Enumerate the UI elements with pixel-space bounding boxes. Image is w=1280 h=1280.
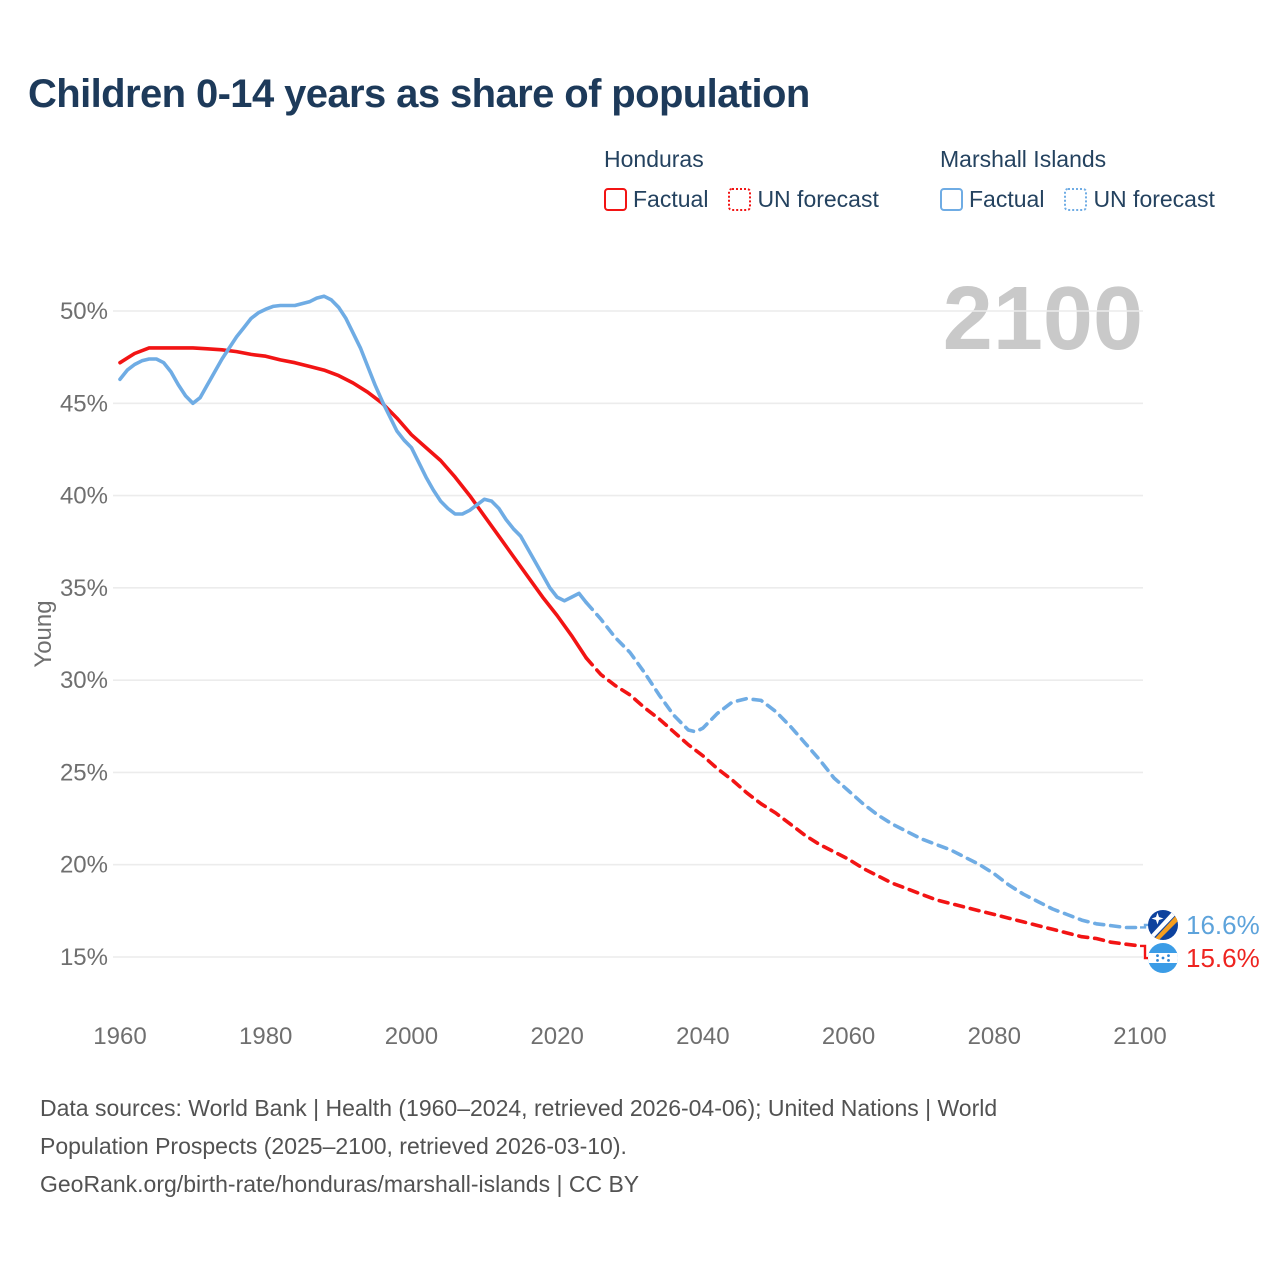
marshall-islands-flag-icon — [1148, 910, 1178, 940]
y-tick-label: 15% — [60, 944, 108, 971]
y-tick-label: 25% — [60, 759, 108, 786]
y-tick-label: 35% — [60, 575, 108, 602]
legend-group-honduras: Honduras Factual UN forecast — [604, 146, 899, 213]
legend-swatch-solid-icon — [604, 188, 627, 211]
legend-swatch-dotted-icon — [728, 188, 752, 211]
source-url-line: GeoRank.org/birth-rate/honduras/marshall… — [40, 1171, 640, 1197]
attribution-footer: Data sources: World Bank | Health (1960–… — [40, 1089, 997, 1203]
legend-group-title: Marshall Islands — [940, 146, 1107, 172]
legend-swatch-solid-icon — [940, 188, 963, 211]
hover-year-watermark: 2100 — [942, 269, 1143, 369]
legend-item-marshall-factual[interactable]: Factual — [940, 186, 1044, 213]
legend-group-marshall-islands: Marshall Islands Factual UN forecast — [940, 146, 1235, 213]
y-tick-label: 30% — [60, 667, 108, 694]
x-tick-label: 2000 — [385, 1023, 438, 1050]
end-label-honduras: 15.6% — [1148, 943, 1260, 973]
legend-item-marshall-forecast[interactable]: UN forecast — [1064, 186, 1215, 213]
data-sources-line: Population Prospects (2025–2100, retriev… — [40, 1133, 627, 1159]
y-tick-label: 50% — [60, 298, 108, 325]
legend-item-label: Factual — [969, 186, 1045, 212]
legend-item-honduras-forecast[interactable]: UN forecast — [728, 186, 879, 213]
line-chart-plot[interactable]: 50% 45% 40% 35% 30% 25% 20% 15% 1960 1980 2000 2020… — [0, 0, 1280, 1060]
y-tick-label: 20% — [60, 852, 108, 879]
x-tick-label: 1960 — [93, 1023, 146, 1050]
legend-row: Factual UN forecast — [940, 186, 1235, 213]
x-tick-label: 2100 — [1113, 1023, 1166, 1050]
legend-row: Factual UN forecast — [604, 186, 899, 213]
data-sources-line: Data sources: World Bank | Health (1960–… — [40, 1095, 998, 1121]
y-tick-label: 40% — [60, 483, 108, 510]
series-marshall-islands-factual[interactable] — [118, 294, 589, 605]
honduras-flag-icon — [1148, 943, 1178, 973]
legend-item-label: UN forecast — [757, 186, 879, 212]
series-marshall-islands-un-forecast[interactable] — [584, 600, 1142, 930]
x-tick-label: 1980 — [239, 1023, 292, 1050]
end-label-marshall-islands: 16.6% — [1148, 910, 1260, 940]
x-tick-label: 2040 — [676, 1023, 729, 1050]
legend-item-label: UN forecast — [1093, 186, 1215, 212]
end-value-marshall-islands: 16.6% — [1186, 909, 1260, 940]
legend-swatch-dotted-icon — [1064, 188, 1088, 211]
legend-item-honduras-factual[interactable]: Factual — [604, 186, 708, 213]
page-title: Children 0-14 years as share of populati… — [28, 72, 810, 116]
series-honduras-factual[interactable] — [118, 346, 589, 660]
legend-item-label: Factual — [633, 186, 709, 212]
end-value-honduras: 15.6% — [1186, 942, 1260, 973]
y-tick-label: 45% — [60, 390, 108, 417]
x-tick-label: 2080 — [968, 1023, 1021, 1050]
legend-group-title: Honduras — [604, 146, 704, 172]
x-tick-label: 2020 — [530, 1023, 583, 1050]
series-honduras-un-forecast[interactable] — [584, 656, 1142, 948]
x-tick-label: 2060 — [822, 1023, 875, 1050]
